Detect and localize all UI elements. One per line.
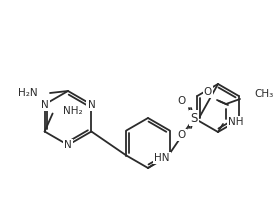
Text: HN: HN <box>154 153 170 163</box>
Text: O: O <box>178 96 186 106</box>
Text: S: S <box>190 111 198 125</box>
Text: NH₂: NH₂ <box>63 106 82 116</box>
Text: H₂N: H₂N <box>18 88 38 98</box>
Text: O: O <box>178 130 186 140</box>
Text: NH: NH <box>228 117 244 127</box>
Text: O: O <box>204 87 212 97</box>
Text: N: N <box>88 100 95 110</box>
Text: CH₃: CH₃ <box>254 89 273 99</box>
Text: N: N <box>41 100 48 110</box>
Text: N: N <box>64 140 72 150</box>
